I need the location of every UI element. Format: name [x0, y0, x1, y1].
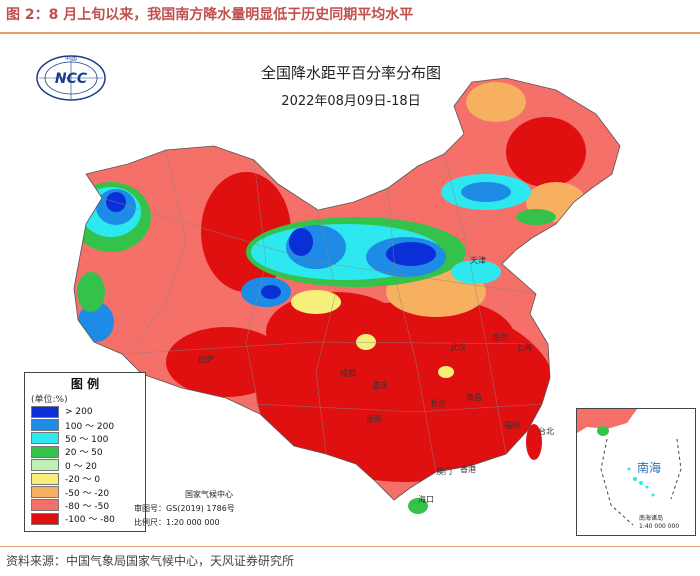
inset-map — [577, 409, 682, 526]
inset-scale-label: 1:40 000 000 — [639, 523, 680, 530]
legend-swatch — [31, 445, 59, 458]
legend-item: -80 ～ -50 — [25, 499, 145, 512]
city-label: 台北 — [538, 427, 554, 436]
china-outline — [73, 77, 621, 501]
legend-label: -50 ～ -20 — [65, 488, 110, 499]
legend-item: -100 ～ -80 — [25, 512, 145, 525]
legend-swatch — [31, 499, 59, 512]
legend-swatch — [31, 486, 59, 499]
city-label: 天津 — [470, 256, 486, 265]
legend-unit: (单位:%) — [31, 395, 68, 405]
legend-swatch — [31, 472, 59, 485]
city-label: 成都 — [340, 369, 356, 378]
city-label: 福州 — [504, 421, 520, 430]
legend-item: 0 ～ 20 — [25, 459, 145, 472]
legend-swatch — [31, 432, 59, 445]
credits-scale: 比例尺：1:20 000 000 — [134, 518, 220, 527]
city-label: 上海 — [516, 343, 532, 352]
city-label: 澳门 — [436, 467, 452, 476]
legend-item: -20 ～ 0 — [25, 472, 145, 485]
legend-item: -50 ～ -20 — [25, 485, 145, 499]
svg-text:中 国: 中 国 — [65, 55, 77, 62]
legend-label: -80 ～ -50 — [65, 501, 110, 512]
city-label: 南京 — [492, 333, 508, 342]
svg-text:NCC: NCC — [55, 71, 88, 87]
south-china-sea-inset: 南海 南海诸岛 1:40 000 000 — [576, 408, 696, 536]
legend-item: 50 ～ 100 — [25, 432, 145, 445]
hainan-shape — [408, 498, 428, 514]
legend-swatch — [31, 405, 59, 418]
map-credits: 国家气候中心 审图号：GS(2019) 1786号 比例尺：1:20 000 0… — [134, 488, 284, 530]
bottom-divider — [0, 546, 700, 547]
map-area: NCC 中 国 全国降水距平百分率分布图 2022年08月09日-18日 天津 … — [16, 42, 700, 538]
inset-title: 南海 — [637, 461, 662, 475]
precipitation-map — [73, 77, 621, 514]
top-divider — [0, 32, 700, 34]
legend-label: -20 ～ 0 — [65, 475, 101, 486]
city-label: 海口 — [418, 495, 434, 504]
inset-caption: 南海诸岛 1:40 000 000 — [639, 515, 679, 531]
city-label: 长沙 — [430, 399, 446, 408]
city-label: 拉萨 — [198, 355, 214, 364]
legend-label: > 200 — [65, 406, 93, 417]
credits-org: 国家气候中心 — [185, 490, 233, 499]
city-label: 香港 — [460, 465, 476, 474]
ncc-logo: NCC 中 国 — [36, 55, 106, 101]
figure-title: 图 2：8 月上旬以来，我国南方降水量明显低于历史同期平均水平 — [6, 7, 414, 23]
legend-item: 100 ～ 200 — [25, 418, 145, 432]
city-label: 南昌 — [466, 393, 482, 402]
legend-label: 100 ～ 200 — [65, 421, 115, 432]
legend-item: 20 ～ 50 — [25, 445, 145, 458]
legend-swatch — [31, 419, 59, 432]
map-legend: 图 例 (单位:%) > 200 100 ～ 200 50 ～ 100 20 ～ 50… — [24, 372, 146, 532]
source-note: 资料来源：中国气象局国家气候中心，天风证券研究所 — [6, 554, 295, 568]
legend-label: -100 ～ -80 — [65, 515, 115, 526]
inset-caption-label: 南海诸岛 — [639, 515, 664, 522]
legend-label: 20 ～ 50 — [65, 448, 103, 459]
legend-item: > 200 — [25, 405, 145, 418]
legend-title: 图 例 — [70, 377, 100, 391]
credits-approval: 审图号：GS(2019) 1786号 — [134, 504, 235, 513]
map-date: 2022年08月09日-18日 — [281, 94, 421, 109]
legend-label: 0 ～ 20 — [65, 461, 97, 472]
taiwan-shape — [526, 424, 542, 460]
city-label: 贵阳 — [366, 415, 382, 424]
map-title: 全国降水距平百分率分布图 — [260, 64, 441, 82]
legend-items: > 200 100 ～ 200 50 ～ 100 20 ～ 50 0 ～ 20 -20 ～… — [25, 405, 145, 526]
legend-label: 50 ～ 100 — [65, 434, 109, 445]
city-label: 重庆 — [372, 381, 388, 390]
legend-swatch — [31, 512, 59, 525]
legend-swatch — [31, 459, 59, 472]
city-label: 武汉 — [450, 343, 466, 352]
